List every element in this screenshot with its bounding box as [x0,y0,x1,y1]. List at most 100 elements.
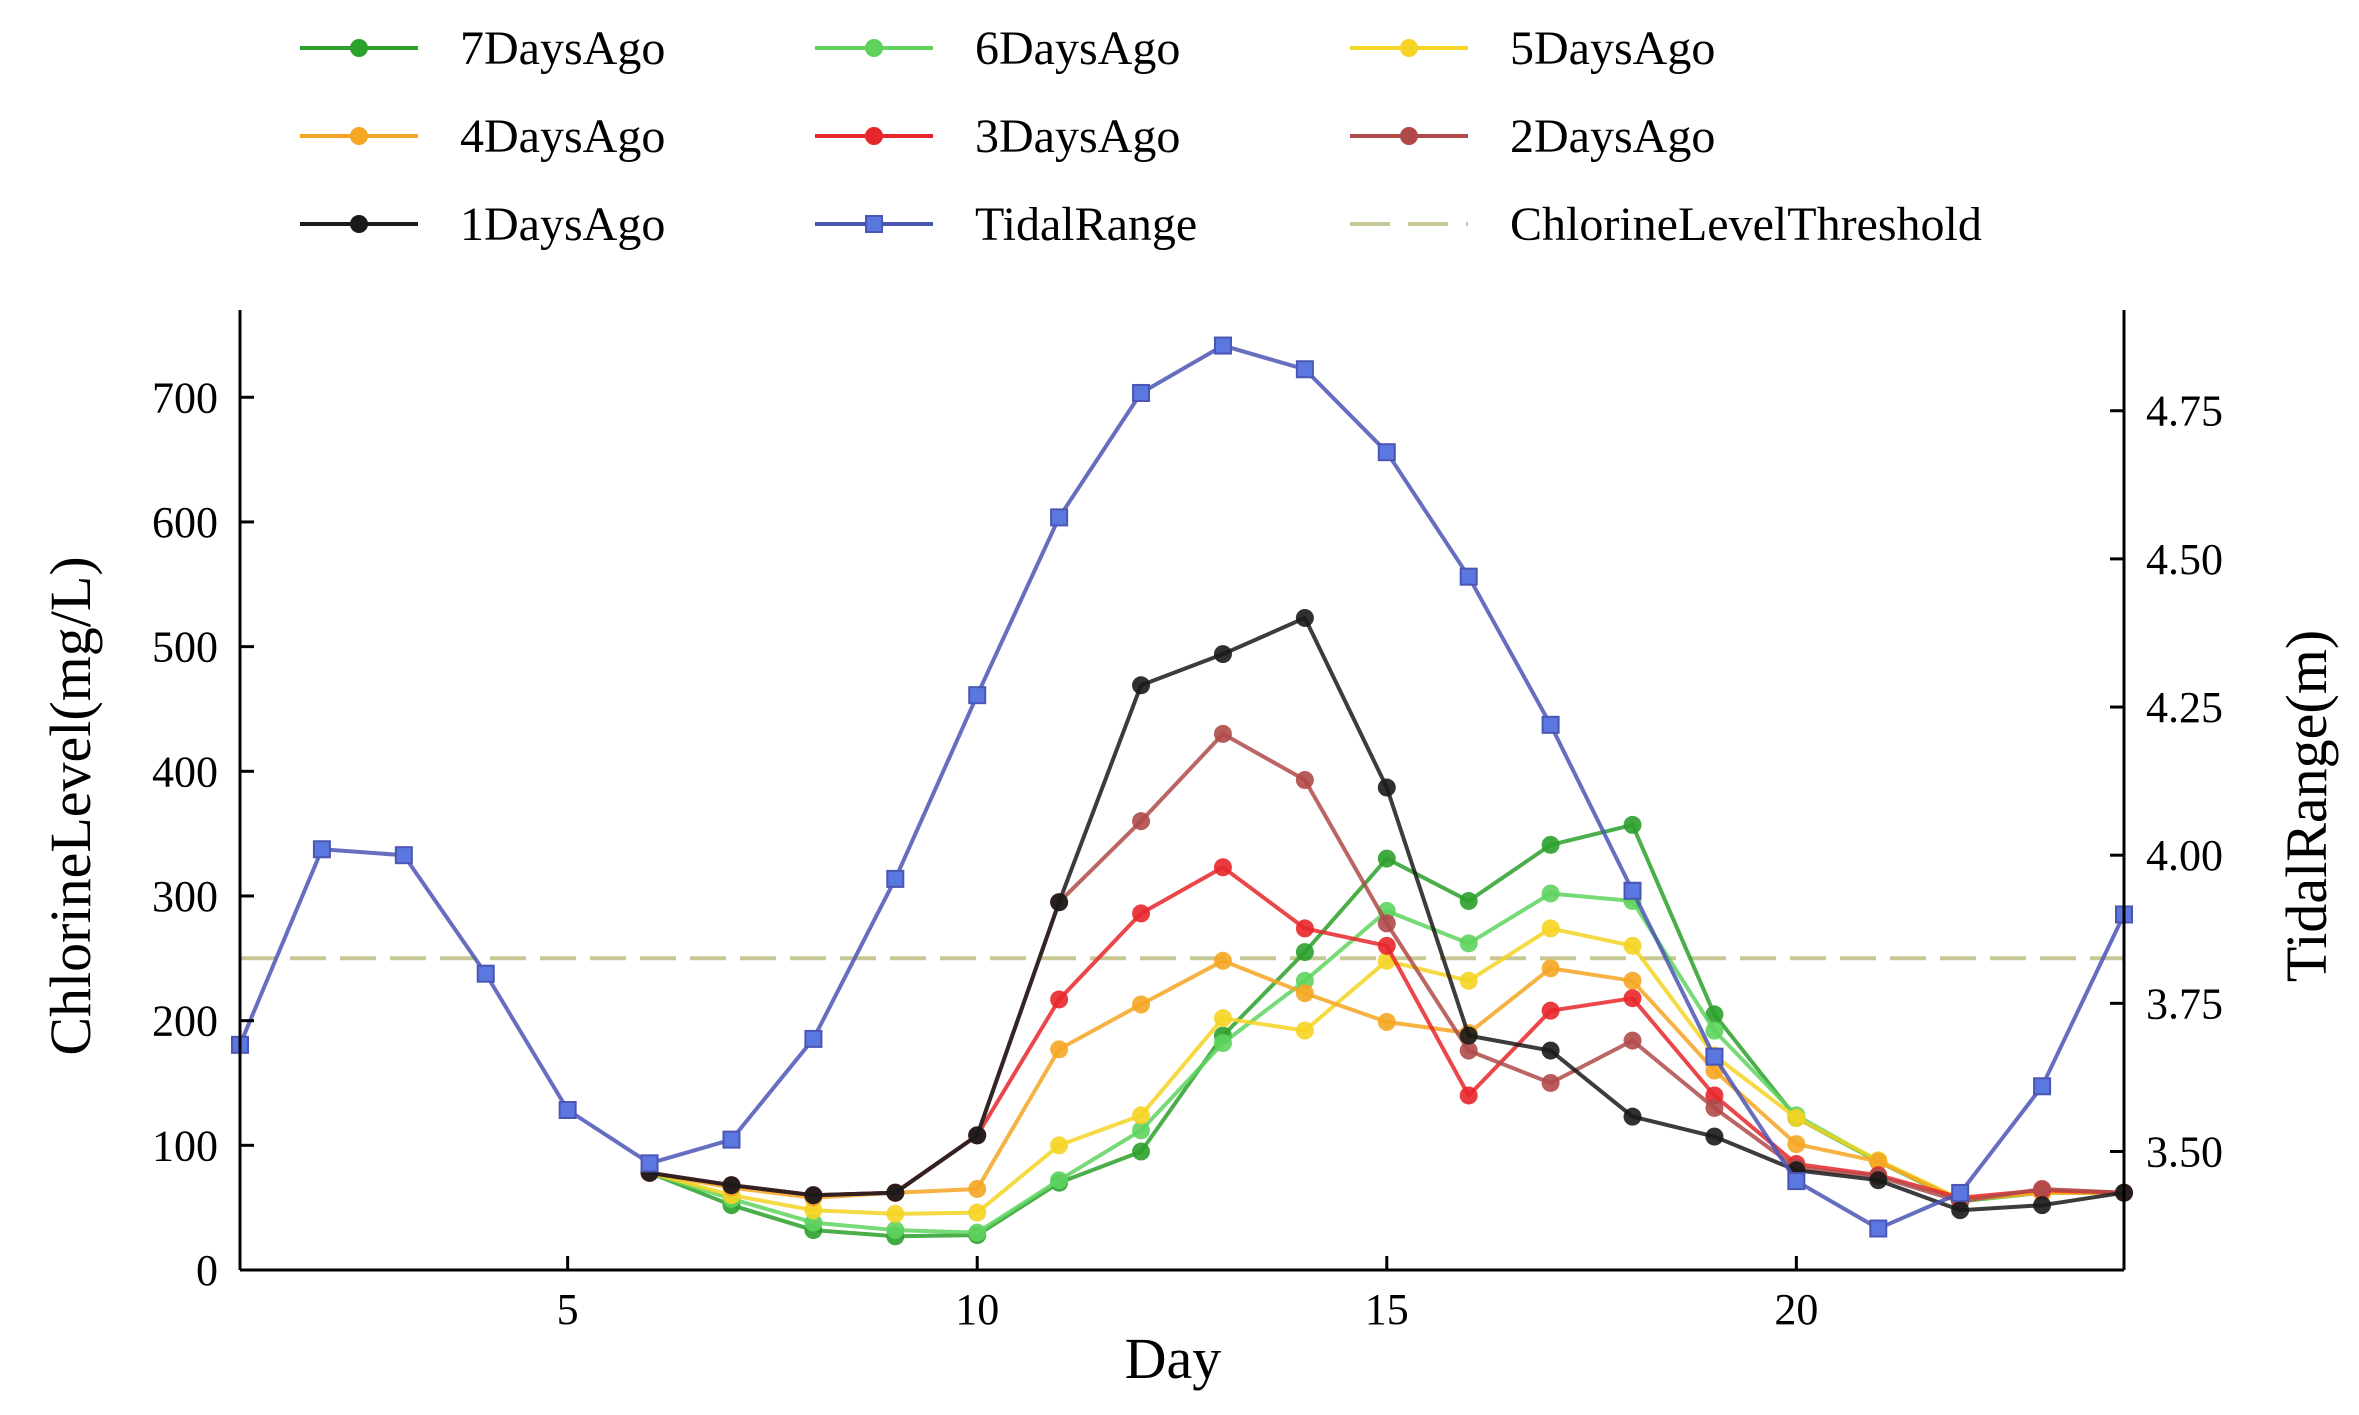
data-point-5DaysAgo-12 [1132,1106,1151,1125]
axes: 5 10 15 2001002003004005006007003.503.754.0… [152,310,2223,1334]
data-point-1DaysAgo-21 [1869,1171,1888,1190]
data-point-1DaysAgo-8 [804,1186,823,1205]
data-point-6DaysAgo-19 [1705,1021,1724,1040]
legend-item-7DaysAgo: 7DaysAgo [300,22,665,75]
data-point-7DaysAgo-15 [1377,849,1396,868]
data-point-2DaysAgo-13 [1213,724,1232,743]
data-point-7DaysAgo-12 [1132,1142,1151,1161]
data-point-4DaysAgo-18 [1623,971,1642,990]
data-point-TidalRange-15 [1377,443,1396,462]
data-point-1DaysAgo-7 [722,1176,741,1195]
data-point-3DaysAgo-19 [1705,1086,1724,1105]
y-tick-label: 300 [152,872,218,921]
data-point-5DaysAgo-9 [886,1204,905,1223]
data-point-1DaysAgo-15 [1377,778,1396,797]
data-point-TidalRange-2 [312,840,331,859]
data-point-5DaysAgo-10 [968,1203,987,1222]
data-point-TidalRange-7 [722,1130,741,1149]
data-point-2DaysAgo-16 [1459,1041,1478,1060]
legend-item-1DaysAgo: 1DaysAgo [300,198,665,251]
legend-swatch-marker [1400,127,1418,145]
series-TidalRange [231,336,2133,1238]
legend-item-5DaysAgo: 5DaysAgo [1350,22,1715,75]
data-point-TidalRange-23 [2033,1077,2052,1096]
legend-label: 1DaysAgo [460,198,665,251]
data-point-TidalRange-6 [640,1154,659,1173]
data-point-TidalRange-8 [804,1029,823,1048]
data-point-TidalRange-20 [1787,1172,1806,1191]
y-axis-label: ChlorineLevel(mg/L) [38,556,103,1055]
data-point-1DaysAgo-13 [1213,645,1232,664]
legend-swatch-marker [350,215,368,233]
data-point-6DaysAgo-12 [1132,1121,1151,1140]
legend-label: ChlorineLevelThreshold [1510,198,1982,251]
data-point-2DaysAgo-14 [1295,771,1314,790]
data-point-3DaysAgo-15 [1377,936,1396,955]
data-point-TidalRange-21 [1869,1219,1888,1238]
y2-tick-label: 4.75 [2146,387,2223,436]
legend-label: 5DaysAgo [1510,22,1715,75]
data-point-2DaysAgo-17 [1541,1073,1560,1092]
legend-swatch-marker [350,127,368,145]
data-point-1DaysAgo-19 [1705,1127,1724,1146]
data-point-2DaysAgo-19 [1705,1098,1724,1117]
data-point-6DaysAgo-9 [886,1221,905,1240]
y-tick-label: 500 [152,623,218,672]
data-point-TidalRange-11 [1050,508,1069,527]
data-point-1DaysAgo-9 [886,1183,905,1202]
legend-swatch-marker [865,215,883,233]
series-4DaysAgo [640,951,2133,1210]
data-point-2DaysAgo-23 [2033,1179,2052,1198]
data-point-TidalRange-13 [1213,336,1232,355]
legend-swatch-marker [350,39,368,57]
data-point-6DaysAgo-14 [1295,971,1314,990]
data-point-5DaysAgo-8 [804,1201,823,1220]
y2-tick-label: 3.75 [2146,979,2223,1028]
data-point-4DaysAgo-21 [1869,1152,1888,1171]
data-point-TidalRange-4 [476,964,495,983]
data-point-5DaysAgo-20 [1787,1108,1806,1127]
y2-tick-label: 4.50 [2146,535,2223,584]
y-tick-label: 100 [152,1121,218,1170]
data-point-2DaysAgo-12 [1132,812,1151,831]
legend-item-4DaysAgo: 4DaysAgo [300,110,665,163]
data-point-5DaysAgo-11 [1050,1136,1069,1155]
legend-item-ChlorineLevelThreshold: ChlorineLevelThreshold [1350,198,1982,251]
data-point-5DaysAgo-18 [1623,936,1642,955]
data-point-5DaysAgo-13 [1213,1009,1232,1028]
legend-item-3DaysAgo: 3DaysAgo [815,110,1180,163]
data-point-4DaysAgo-15 [1377,1012,1396,1031]
data-point-6DaysAgo-10 [968,1223,987,1242]
data-point-1DaysAgo-10 [968,1126,987,1145]
data-point-5DaysAgo-17 [1541,919,1560,938]
legend-swatch-marker [1400,39,1418,57]
data-point-1DaysAgo-14 [1295,608,1314,627]
data-point-2DaysAgo-18 [1623,1031,1642,1050]
data-point-7DaysAgo-17 [1541,835,1560,854]
y-tick-label: 600 [152,498,218,547]
legend-item-2DaysAgo: 2DaysAgo [1350,110,1715,163]
legend: 7DaysAgo 6DaysAgo 5DaysAgo 4DaysAgo 3DaysAgo… [300,22,1982,251]
data-point-TidalRange-16 [1459,567,1478,586]
data-point-3DaysAgo-17 [1541,1001,1560,1020]
data-point-1DaysAgo-23 [2033,1196,2052,1215]
x-tick-label: 20 [1774,1285,1818,1334]
data-point-TidalRange-9 [886,869,905,888]
data-point-5DaysAgo-16 [1459,971,1478,990]
data-point-6DaysAgo-17 [1541,884,1560,903]
data-point-3DaysAgo-16 [1459,1086,1478,1105]
data-point-TidalRange-14 [1295,360,1314,379]
data-point-7DaysAgo-18 [1623,815,1642,834]
legend-label: 6DaysAgo [975,22,1180,75]
legend-label: 3DaysAgo [975,110,1180,163]
data-point-3DaysAgo-14 [1295,919,1314,938]
data-point-1DaysAgo-22 [1951,1201,1970,1220]
data-point-4DaysAgo-14 [1295,984,1314,1003]
legend-swatch-marker [865,127,883,145]
data-point-7DaysAgo-19 [1705,1005,1724,1024]
data-point-3DaysAgo-18 [1623,989,1642,1008]
data-point-TidalRange-12 [1132,383,1151,402]
data-point-6DaysAgo-16 [1459,934,1478,953]
